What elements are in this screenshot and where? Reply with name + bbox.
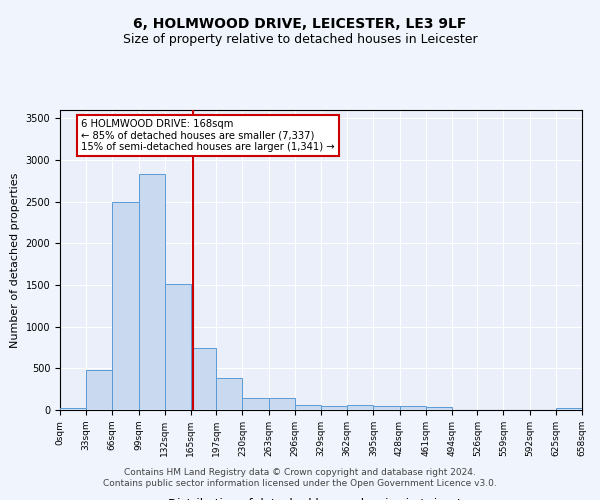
Text: Size of property relative to detached houses in Leicester: Size of property relative to detached ho…: [122, 32, 478, 46]
Y-axis label: Number of detached properties: Number of detached properties: [10, 172, 20, 348]
Bar: [60, 408, 86, 410]
Bar: [347, 406, 373, 410]
Bar: [165, 284, 191, 410]
Bar: [242, 398, 269, 410]
Bar: [373, 406, 400, 410]
Text: Contains HM Land Registry data © Crown copyright and database right 2024.
Contai: Contains HM Land Registry data © Crown c…: [103, 468, 497, 487]
Text: 6 HOLMWOOD DRIVE: 168sqm
← 85% of detached houses are smaller (7,337)
15% of sem: 6 HOLMWOOD DRIVE: 168sqm ← 85% of detach…: [81, 119, 335, 152]
Bar: [295, 405, 321, 410]
Bar: [400, 406, 426, 410]
Bar: [269, 398, 295, 410]
Bar: [216, 378, 242, 410]
X-axis label: Distribution of detached houses by size in Leicester: Distribution of detached houses by size …: [168, 498, 474, 500]
Bar: [86, 370, 112, 410]
Bar: [426, 406, 452, 410]
Bar: [112, 202, 139, 410]
Bar: [321, 406, 347, 410]
Bar: [139, 174, 165, 410]
Text: 6, HOLMWOOD DRIVE, LEICESTER, LE3 9LF: 6, HOLMWOOD DRIVE, LEICESTER, LE3 9LF: [133, 18, 467, 32]
Bar: [191, 348, 216, 410]
Bar: [556, 408, 582, 410]
